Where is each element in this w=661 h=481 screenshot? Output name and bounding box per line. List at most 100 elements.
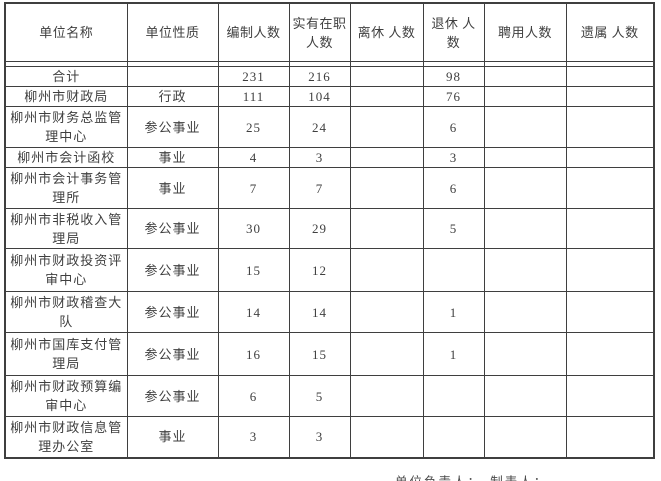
- cell-survivor-count: [565, 86, 655, 107]
- table-body: 合计 231 216 98 柳州市财政局 行政 111 104 76 柳州市财务…: [4, 66, 655, 458]
- cell-unit-name: 合计: [4, 66, 128, 87]
- column-header-authorized-staff: 编制人数: [217, 2, 290, 62]
- cell-authorized-count: 111: [217, 86, 290, 107]
- cell-unit-name: 柳州市财政局: [4, 86, 128, 107]
- table-row: 柳州市财政预算编审中心 参公事业 6 5: [4, 375, 655, 417]
- cell-hired-count: [483, 86, 567, 107]
- table-row: 柳州市财政投资评审中心 参公事业 15 12: [4, 248, 655, 292]
- cell-hired-count: [483, 208, 567, 249]
- cell-unit-type: 参公事业: [126, 248, 219, 292]
- table-row: 合计 231 216 98: [4, 66, 655, 87]
- cell-survivor-count: [565, 106, 655, 148]
- cell-survivor-count: [565, 66, 655, 87]
- cell-survivor-count: [565, 208, 655, 249]
- cell-unit-type: 参公事业: [126, 375, 219, 417]
- cell-retired-count: 3: [422, 147, 485, 168]
- cell-retired-count: 1: [422, 291, 485, 333]
- cell-hired-count: [483, 147, 567, 168]
- cell-hired-count: [483, 66, 567, 87]
- cell-actual-count: 3: [288, 416, 351, 458]
- cell-lixiu-count: [349, 375, 424, 417]
- cell-authorized-count: 6: [217, 375, 290, 417]
- cell-authorized-count: 14: [217, 291, 290, 333]
- column-header-survivors: 遗属 人数: [565, 2, 655, 62]
- cell-lixiu-count: [349, 208, 424, 249]
- cell-authorized-count: 25: [217, 106, 290, 148]
- cell-unit-name: 柳州市会计事务管理所: [4, 167, 128, 209]
- cell-retired-count: 98: [422, 66, 485, 87]
- cell-unit-type: [126, 66, 219, 87]
- column-header-hired: 聘用人数: [483, 2, 567, 62]
- table-row: 柳州市会计函校 事业 4 3 3: [4, 147, 655, 168]
- cell-unit-type: 事业: [126, 167, 219, 209]
- cell-unit-name: 柳州市财政稽查大队: [4, 291, 128, 333]
- cell-survivor-count: [565, 332, 655, 376]
- cell-lixiu-count: [349, 106, 424, 148]
- header-row: 单位名称 单位性质 编制人数 实有在职 人数 离休 人数 退休 人 数 聘用人数…: [4, 2, 655, 62]
- cell-actual-count: 24: [288, 106, 351, 148]
- cell-unit-name: 柳州市非税收入管理局: [4, 208, 128, 249]
- cell-retired-count: 5: [422, 208, 485, 249]
- column-header-retired: 退休 人 数: [422, 2, 485, 62]
- table-row: 柳州市财政信息管理办公室 事业 3 3: [4, 416, 655, 458]
- column-header-unit-type: 单位性质: [126, 2, 219, 62]
- cell-unit-type: 参公事业: [126, 106, 219, 148]
- cell-lixiu-count: [349, 248, 424, 292]
- cell-unit-type: 参公事业: [126, 291, 219, 333]
- cell-survivor-count: [565, 167, 655, 209]
- cell-lixiu-count: [349, 66, 424, 87]
- table-row: 柳州市国库支付管理局 参公事业 16 15 1: [4, 332, 655, 376]
- cell-hired-count: [483, 167, 567, 209]
- cell-unit-type: 行政: [126, 86, 219, 107]
- cell-hired-count: [483, 106, 567, 148]
- cell-lixiu-count: [349, 86, 424, 107]
- cell-retired-count: [422, 416, 485, 458]
- cell-authorized-count: 4: [217, 147, 290, 168]
- cell-actual-count: 5: [288, 375, 351, 417]
- cell-actual-count: 104: [288, 86, 351, 107]
- cell-survivor-count: [565, 416, 655, 458]
- cell-unit-type: 参公事业: [126, 208, 219, 249]
- cell-authorized-count: 16: [217, 332, 290, 376]
- cell-survivor-count: [565, 291, 655, 333]
- table-row: 柳州市财务总监管理中心 参公事业 25 24 6: [4, 106, 655, 148]
- cell-lixiu-count: [349, 291, 424, 333]
- cell-lixiu-count: [349, 147, 424, 168]
- cell-hired-count: [483, 248, 567, 292]
- cell-unit-type: 参公事业: [126, 332, 219, 376]
- cell-survivor-count: [565, 147, 655, 168]
- cell-actual-count: 12: [288, 248, 351, 292]
- column-header-lixiu-retired: 离休 人数: [349, 2, 424, 62]
- cell-authorized-count: 3: [217, 416, 290, 458]
- cell-unit-name: 柳州市财政投资评审中心: [4, 248, 128, 292]
- cell-unit-name: 柳州市财政预算编审中心: [4, 375, 128, 417]
- table-row: 柳州市会计事务管理所 事业 7 7 6: [4, 167, 655, 209]
- cell-lixiu-count: [349, 416, 424, 458]
- cell-actual-count: 7: [288, 167, 351, 209]
- cell-authorized-count: 15: [217, 248, 290, 292]
- staffing-table: 单位名称 单位性质 编制人数 实有在职 人数 离休 人数 退休 人 数 聘用人数…: [4, 2, 655, 459]
- cell-actual-count: 29: [288, 208, 351, 249]
- cell-unit-type: 事业: [126, 416, 219, 458]
- footer-cutoff-text: 单位负责人： 制表人：: [395, 475, 595, 481]
- cell-unit-name: 柳州市会计函校: [4, 147, 128, 168]
- cell-survivor-count: [565, 375, 655, 417]
- cell-actual-count: 216: [288, 66, 351, 87]
- cell-actual-count: 14: [288, 291, 351, 333]
- cell-retired-count: [422, 375, 485, 417]
- column-header-unit-name: 单位名称: [4, 2, 128, 62]
- cell-retired-count: 6: [422, 106, 485, 148]
- cell-unit-name: 柳州市财政信息管理办公室: [4, 416, 128, 458]
- cell-unit-name: 柳州市国库支付管理局: [4, 332, 128, 376]
- table-row: 柳州市财政稽查大队 参公事业 14 14 1: [4, 291, 655, 333]
- cell-hired-count: [483, 375, 567, 417]
- cell-survivor-count: [565, 248, 655, 292]
- cell-lixiu-count: [349, 332, 424, 376]
- cell-hired-count: [483, 416, 567, 458]
- cell-authorized-count: 30: [217, 208, 290, 249]
- cell-retired-count: 6: [422, 167, 485, 209]
- cell-retired-count: [422, 248, 485, 292]
- cell-authorized-count: 7: [217, 167, 290, 209]
- cell-retired-count: 76: [422, 86, 485, 107]
- table-row: 柳州市财政局 行政 111 104 76: [4, 86, 655, 107]
